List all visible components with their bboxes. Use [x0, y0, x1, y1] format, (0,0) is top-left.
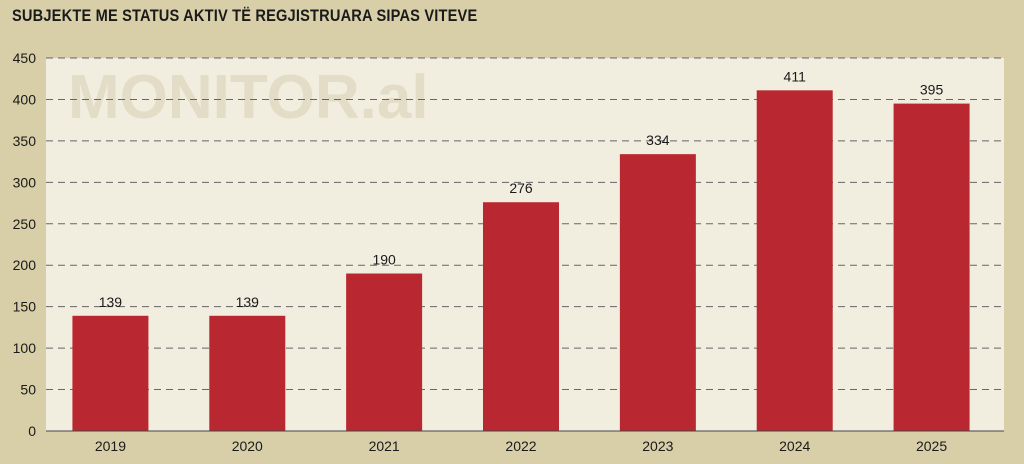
y-tick-label: 450: [13, 50, 37, 66]
x-tick-label-2023: 2023: [642, 438, 673, 454]
y-tick-label: 400: [13, 91, 37, 107]
watermark: MONITOR.al: [68, 63, 429, 132]
data-label-2025: 395: [920, 82, 944, 98]
data-label-2019: 139: [99, 294, 123, 310]
data-label-2023: 334: [646, 132, 670, 148]
x-tick-label-2020: 2020: [232, 438, 263, 454]
x-tick-label-2021: 2021: [369, 438, 400, 454]
data-label-2020: 139: [236, 294, 260, 310]
y-tick-label: 150: [13, 299, 37, 315]
x-tick-label-2025: 2025: [916, 438, 947, 454]
bar-2020: [209, 315, 286, 431]
bar-2025: [893, 103, 970, 431]
data-label-2022: 276: [509, 180, 533, 196]
y-tick-label: 350: [13, 133, 37, 149]
x-tick-label-2019: 2019: [95, 438, 126, 454]
data-label-2021: 190: [372, 252, 396, 268]
data-label-2024: 411: [784, 68, 807, 84]
bar-2021: [346, 273, 423, 431]
bars: [72, 90, 970, 432]
y-tick-label: 300: [13, 174, 37, 190]
x-tick-label-2024: 2024: [779, 438, 810, 454]
y-tick-label: 0: [28, 423, 36, 439]
gridlines: [46, 57, 1004, 391]
x-axis-ticks: 2019 2020 2021 2022 2023 2024 2025: [95, 438, 948, 454]
bar-2023: [619, 154, 696, 431]
y-tick-label: 200: [13, 257, 37, 273]
y-axis-ticks: 0 50 100 150 200 250 300 350 400 450: [13, 50, 37, 439]
bar-2024: [756, 90, 833, 432]
x-tick-label-2022: 2022: [505, 438, 536, 454]
bar-2022: [483, 202, 559, 431]
data-labels: 139 139 190 276 334 411 395: [99, 68, 944, 309]
y-tick-label: 100: [13, 340, 37, 356]
chart-title: SUBJEKTE ME STATUS AKTIV TË REGJISTRUARA…: [12, 6, 478, 25]
y-tick-label: 50: [20, 382, 36, 398]
bar-2019: [72, 315, 149, 431]
y-tick-label: 250: [13, 216, 37, 232]
